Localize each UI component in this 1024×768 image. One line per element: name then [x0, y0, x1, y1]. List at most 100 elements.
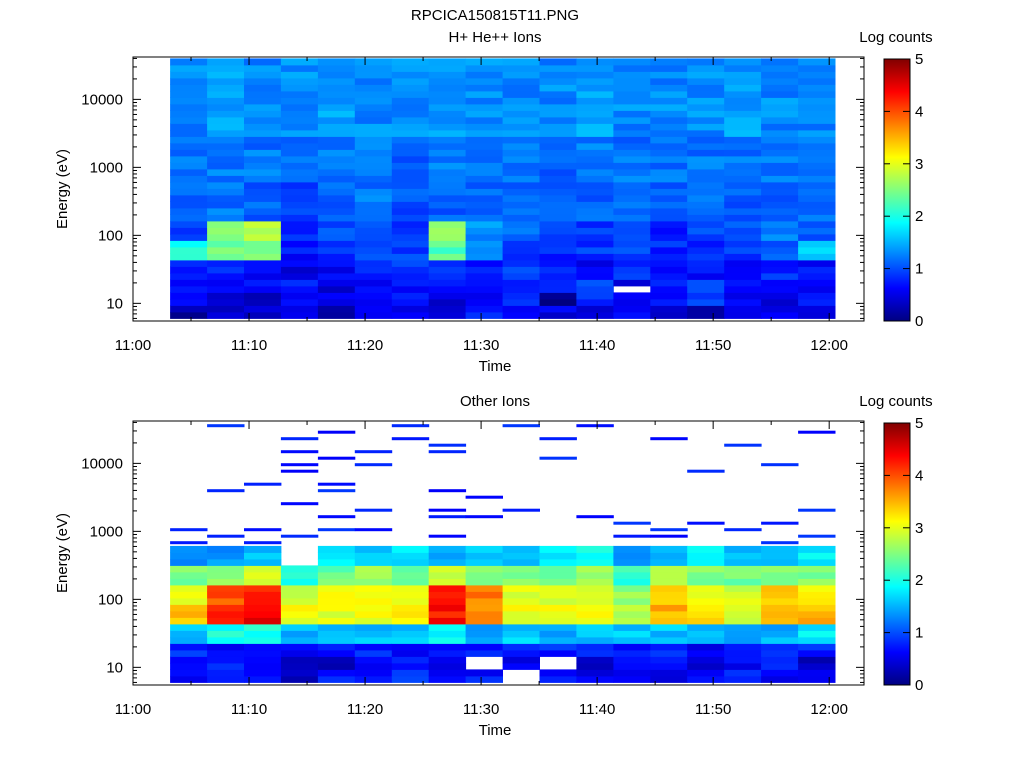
heatmap-cell: [761, 64, 799, 72]
heatmap-cell: [280, 188, 319, 196]
panel-other-ions: Other Ions Log counts Time Energy (eV) 1…: [54, 393, 933, 739]
heatmap-cell: [687, 610, 725, 618]
heatmap-cell: [391, 64, 430, 72]
heatmap-cell: [280, 155, 319, 163]
heatmap-cell: [502, 279, 540, 287]
heatmap-cell: [391, 669, 430, 677]
heatmap-cell: [428, 272, 467, 280]
heatmap-cell: [539, 116, 577, 124]
heatmap-cell: [761, 162, 799, 170]
heatmap-cell: [354, 64, 393, 72]
heatmap-cell: [428, 207, 467, 215]
heatmap-cell: [687, 220, 725, 228]
heatmap-cell: [280, 584, 319, 592]
heatmap-cell: [207, 194, 245, 202]
heatmap-cell: [576, 649, 614, 657]
heatmap-cell: [170, 630, 208, 638]
heatmap-cell: [724, 545, 762, 553]
heatmap-cell: [761, 552, 799, 560]
x-tick-label: 11:20: [347, 701, 383, 718]
heatmap-cell: [502, 116, 540, 124]
heatmap-cell: [207, 534, 245, 538]
heatmap-cell: [502, 123, 540, 131]
heatmap-cell: [687, 604, 725, 612]
heatmap-cell: [354, 84, 393, 92]
heatmap-cell: [428, 136, 467, 144]
colorbar-tick-label: 1: [915, 261, 923, 278]
heatmap-cell: [465, 305, 503, 313]
heatmap-cell: [761, 630, 799, 638]
heatmap-cell: [465, 675, 503, 683]
heatmap-cell: [502, 571, 540, 579]
heatmap-cell: [650, 84, 688, 92]
heatmap-cell: [354, 233, 393, 241]
heatmap-cell: [428, 669, 467, 677]
x-tick-label: 11:30: [463, 337, 499, 354]
heatmap-cell: [502, 643, 540, 651]
heatmap-cell: [798, 129, 836, 137]
heatmap-cell: [244, 227, 282, 235]
heatmap-cell: [207, 110, 245, 118]
heatmap-cell: [613, 220, 651, 228]
heatmap-cell: [724, 272, 762, 280]
heatmap-cell: [724, 97, 762, 105]
heatmap-cell: [391, 578, 430, 586]
heatmap-cell: [317, 578, 356, 586]
heatmap-cell: [244, 123, 282, 131]
heatmap-cell: [687, 591, 725, 599]
heatmap-cell: [576, 97, 614, 105]
heatmap-cell: [502, 220, 540, 228]
heatmap-cell: [428, 489, 467, 493]
heatmap-cell: [798, 240, 836, 248]
heatmap-cell: [207, 298, 245, 306]
heatmap-cell: [354, 155, 393, 163]
heatmap-cell: [391, 617, 430, 625]
heatmap-cell: [170, 240, 208, 248]
heatmap-cell: [170, 259, 208, 267]
heatmap-cell: [798, 565, 836, 573]
heatmap-cell: [687, 298, 725, 306]
heatmap-cell: [465, 103, 503, 111]
heatmap-cell: [428, 201, 467, 209]
heatmap-cell: [280, 662, 319, 670]
heatmap-cell: [576, 604, 614, 612]
heatmap-cell: [613, 521, 651, 525]
heatmap-cell: [244, 90, 282, 98]
heatmap-cell: [465, 617, 503, 625]
heatmap-cell: [170, 617, 208, 625]
heatmap-cell: [724, 240, 762, 248]
heatmap-cell: [502, 630, 540, 638]
heatmap-cell: [687, 662, 725, 670]
heatmap-cell: [650, 643, 688, 651]
heatmap-cell: [576, 266, 614, 274]
heatmap-cell: [317, 649, 356, 657]
heatmap-cell: [170, 175, 208, 183]
heatmap-cell: [280, 149, 319, 157]
heatmap-cell: [798, 175, 836, 183]
heatmap-cell: [539, 285, 577, 293]
heatmap-cell: [170, 201, 208, 209]
heatmap-cell: [724, 168, 762, 176]
heatmap-cell: [502, 578, 540, 586]
heatmap-cell: [502, 64, 540, 72]
heatmap-cell: [207, 136, 245, 144]
heatmap-cell: [687, 90, 725, 98]
heatmap-cell: [539, 188, 577, 196]
heatmap-cell: [539, 456, 577, 460]
heatmap-cell: [207, 97, 245, 105]
heatmap-cell: [724, 675, 762, 683]
heatmap-cell: [613, 155, 651, 163]
heatmap-cell: [761, 266, 799, 274]
heatmap-cell: [650, 272, 688, 280]
heatmap-cell: [391, 58, 430, 66]
heatmap-cell: [798, 71, 836, 79]
heatmap-cell: [761, 272, 799, 280]
heatmap-cell: [502, 565, 540, 573]
heatmap-cell: [650, 604, 688, 612]
heatmap-cell: [244, 207, 282, 215]
heatmap-cell: [502, 610, 540, 618]
heatmap-cell: [502, 103, 540, 111]
heatmap-cell: [354, 285, 393, 293]
heatmap-cell: [280, 253, 319, 261]
heatmap-cell: [317, 279, 356, 287]
